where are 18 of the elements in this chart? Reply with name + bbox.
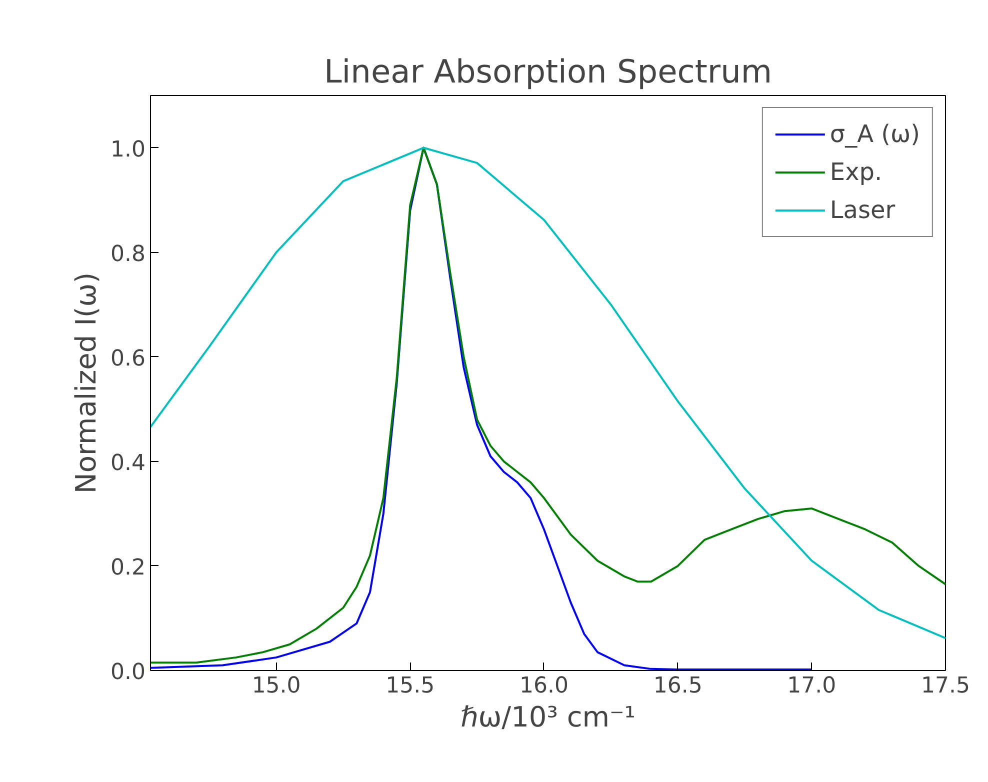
y-tick-label: 0.0 — [110, 660, 146, 685]
y-tick-label: 1.0 — [110, 137, 146, 162]
y-tick-label: 0.6 — [110, 346, 146, 372]
legend-label: Laser — [830, 196, 896, 224]
x-tick-label: 15.0 — [252, 674, 301, 698]
y-tick-label: 0.8 — [110, 242, 146, 267]
x-tick-label: 17.5 — [921, 674, 970, 698]
x-tick-label: 15.5 — [386, 674, 435, 698]
x-tick-label: 17.0 — [787, 674, 836, 698]
legend-label: σ_A (ω) — [830, 120, 920, 148]
x-tick-label: 16.0 — [519, 674, 568, 698]
x-axis-title: ℏω/10³ cm⁻¹ — [460, 700, 636, 734]
y-tick-label: 0.2 — [110, 555, 146, 580]
x-tick-label: 16.5 — [653, 674, 702, 698]
chart-title: Linear Absorption Spectrum — [324, 52, 772, 90]
legend-label: Exp. — [830, 158, 882, 186]
y-axis-title: Normalized I(ω) — [70, 272, 103, 494]
y-tick-label: 0.4 — [110, 450, 146, 476]
